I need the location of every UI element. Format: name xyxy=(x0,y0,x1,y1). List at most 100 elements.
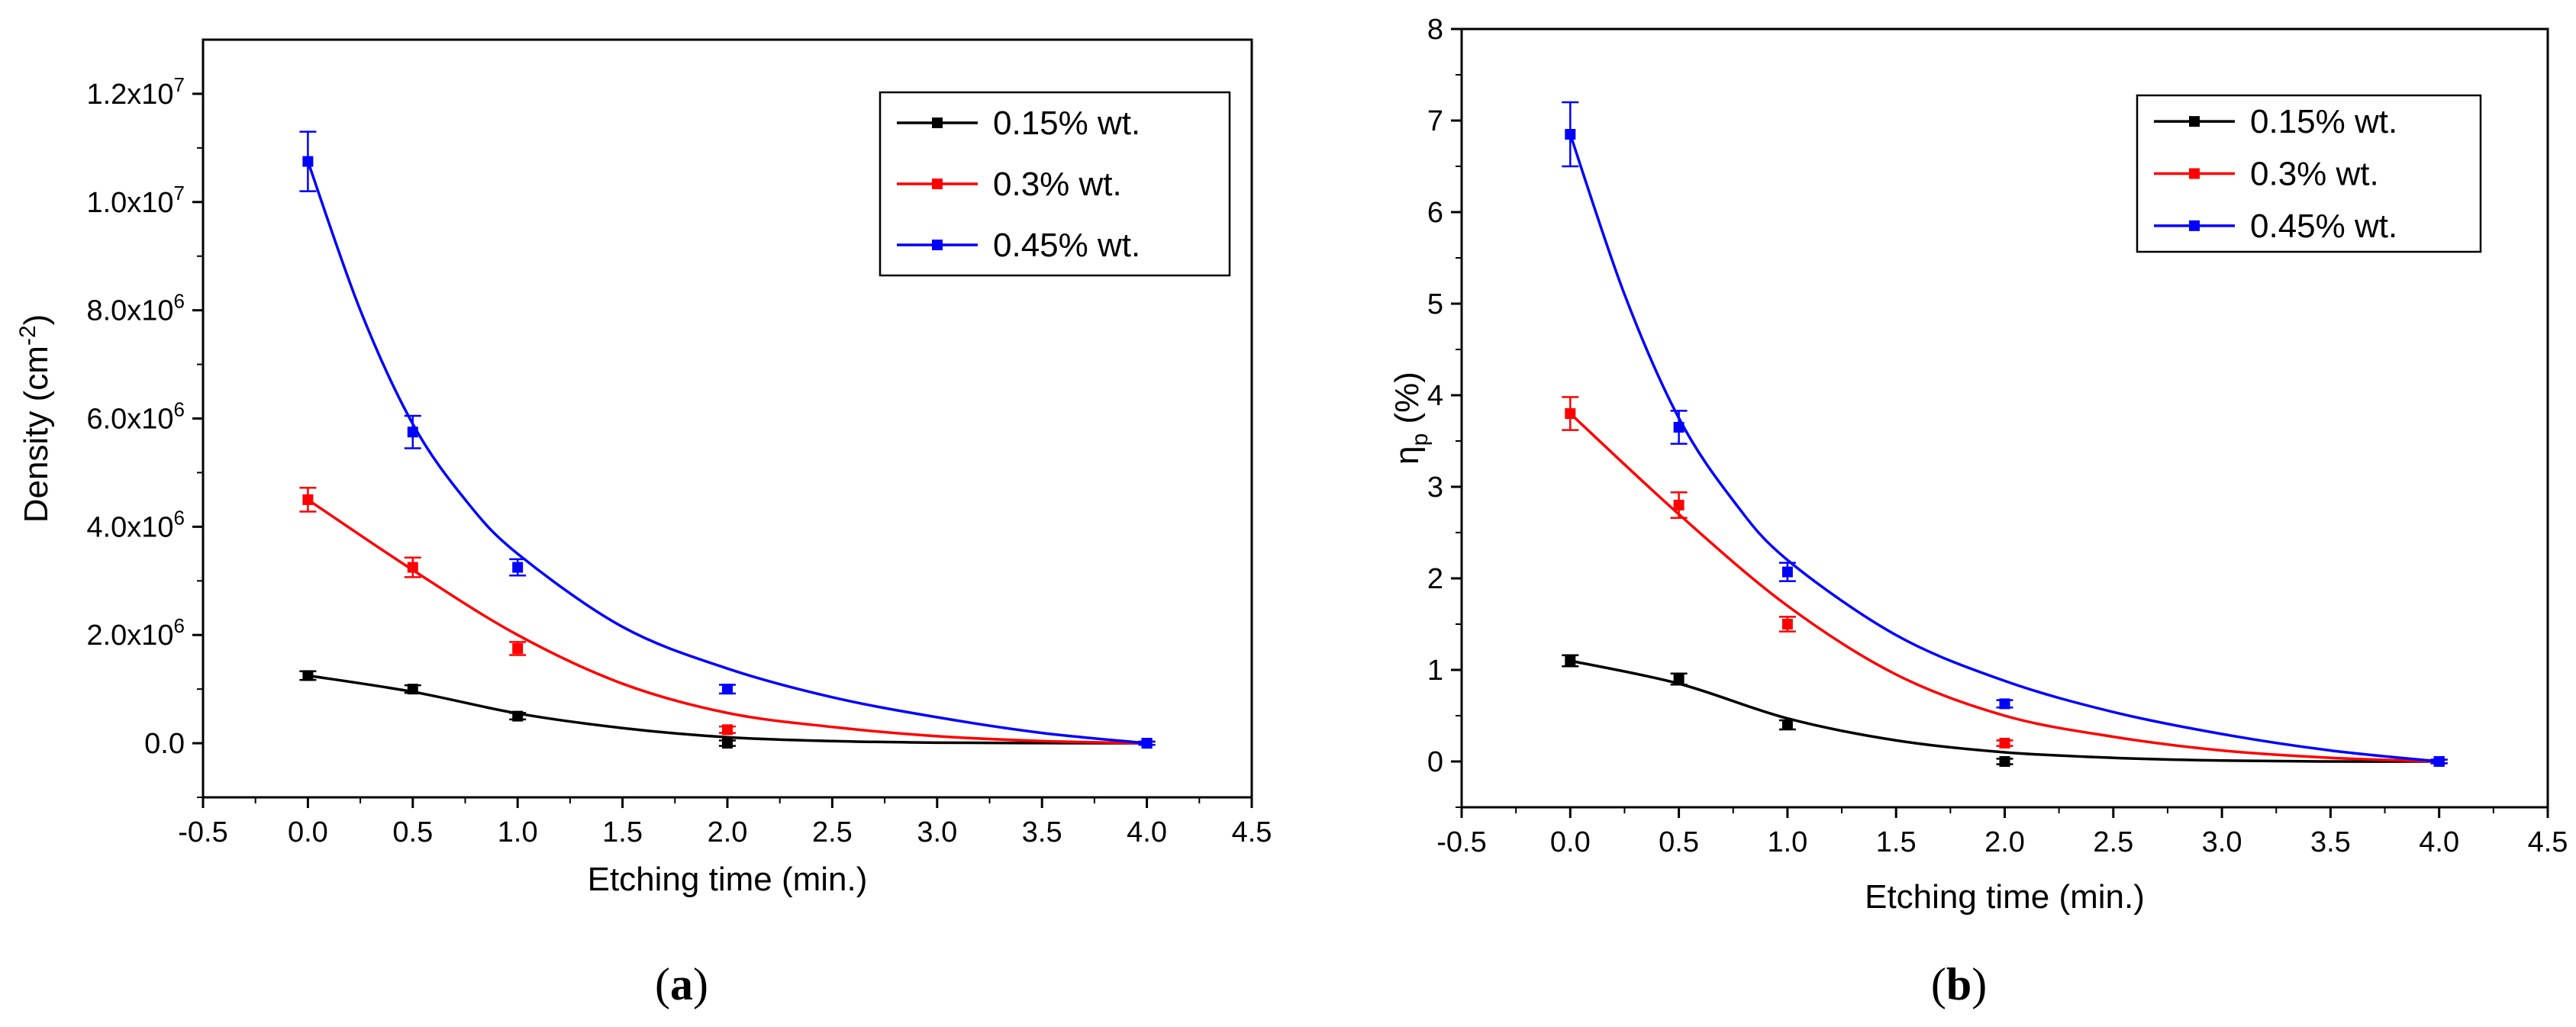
y-tick-label: 7 xyxy=(1427,105,1443,137)
y-tick-label: 3 xyxy=(1427,472,1443,504)
y-tick-label-base: 1.2x10 xyxy=(86,79,173,111)
data-point xyxy=(302,494,314,505)
legend-item: 0.15% wt. xyxy=(897,105,1140,142)
data-point xyxy=(1999,756,2010,767)
panel-label: (a) xyxy=(655,959,708,1009)
y-tick-label: 1 xyxy=(1427,655,1443,687)
x-tick-label: 2.0 xyxy=(708,816,748,848)
y-tick-label: 0.0 xyxy=(144,728,185,760)
legend-label: 0.3% wt. xyxy=(2250,156,2379,193)
series-1 xyxy=(1562,654,2448,767)
y-tick-label: 6 xyxy=(1427,197,1443,229)
y-tick-label-exponent: 7 xyxy=(174,182,185,204)
legend: 0.15% wt. 0.3% wt. 0.45% wt. xyxy=(2136,94,2482,253)
series-2 xyxy=(299,487,1156,749)
data-point xyxy=(1141,738,1153,749)
y-tick-label: 1.0x107 xyxy=(86,182,185,219)
data-point xyxy=(1781,720,1793,730)
y-tick-label: 8 xyxy=(1427,14,1443,46)
chart-panel-b: -0.5 0.0 0.5 1.0 1.5 2.0 2.5 3.0 3.5 4.0 4.5 0 1 2 3 4 5… xyxy=(1388,14,2568,1009)
x-tick-label: 3.5 xyxy=(1022,816,1062,848)
data-point xyxy=(1565,129,1576,140)
y-tick-label-exponent: 6 xyxy=(174,614,185,637)
y-tick-label: 6.0x106 xyxy=(86,398,185,436)
fit-curve xyxy=(1569,659,2439,763)
y-axis-title-superscript: -2 xyxy=(15,325,40,346)
y-tick-label-exponent: 7 xyxy=(174,73,185,96)
y-axis-title: ηp (%) xyxy=(1388,372,1433,465)
y-tick-label-base: 4 xyxy=(1427,380,1443,412)
legend-label: 0.15% wt. xyxy=(2250,103,2397,140)
x-tick-label: 4.0 xyxy=(1127,816,1167,848)
data-point xyxy=(407,684,418,695)
legend-marker xyxy=(932,118,943,128)
x-tick-label: -0.5 xyxy=(1436,826,1486,858)
y-axis-title-main: η xyxy=(1388,446,1426,464)
x-tick-label: 1.0 xyxy=(498,816,538,848)
series-2 xyxy=(1562,396,2448,767)
x-axis-title: Etching time (min.) xyxy=(1865,878,2145,916)
y-tick-label-base: 5 xyxy=(1427,288,1443,320)
data-point xyxy=(722,684,733,695)
x-tick-label: 2.5 xyxy=(2093,826,2133,858)
y-tick-label-base: 0.0 xyxy=(144,728,185,760)
x-tick-label: 0.0 xyxy=(1550,826,1591,858)
legend-marker xyxy=(2189,116,2200,127)
x-tick-label: 0.5 xyxy=(392,816,433,848)
data-point xyxy=(1673,422,1685,433)
y-axis-title-close: ) xyxy=(18,314,55,326)
legend-marker xyxy=(932,240,943,250)
y-tick-label-base: 2 xyxy=(1427,563,1443,595)
chart-panel-a: -0.5 0.0 0.5 1.0 1.5 2.0 2.5 3.0 3.5 4.0 4.5 0.0 2.0… xyxy=(15,38,1272,1009)
series-1 xyxy=(299,670,1156,749)
fit-curve xyxy=(308,674,1147,745)
x-tick-label: 4.5 xyxy=(2528,826,2568,858)
data-point xyxy=(512,562,524,573)
y-tick-label-base: 1.0x10 xyxy=(86,187,173,219)
legend: 0.15% wt. 0.3% wt. 0.45% wt. xyxy=(879,91,1231,277)
y-axis-title-main: Density (cm xyxy=(18,346,55,523)
fit-curve xyxy=(1568,134,2439,763)
x-tick-label: 1.5 xyxy=(602,816,643,848)
y-tick-label-base: 4.0x10 xyxy=(86,511,173,543)
legend-item: 0.45% wt. xyxy=(897,227,1140,264)
x-tick-label: 0.0 xyxy=(288,816,328,848)
y-tick-label-base: 0 xyxy=(1427,746,1443,778)
y-axis-title-subscript: p xyxy=(1407,433,1433,446)
panel-label-paren: ( xyxy=(1931,959,1946,1009)
fit-curve xyxy=(306,161,1147,745)
x-axis-title: Etching time (min.) xyxy=(588,861,868,898)
y-axis-title-close: (%) xyxy=(1388,372,1426,433)
data-point xyxy=(407,562,418,573)
legend-item: 0.45% wt. xyxy=(2154,208,2397,245)
y-tick-label-base: 6 xyxy=(1427,197,1443,229)
series-3 xyxy=(1562,101,2448,767)
legend-marker xyxy=(2189,220,2200,231)
data-point xyxy=(1565,655,1576,666)
data-point xyxy=(302,156,314,167)
legend-item: 0.15% wt. xyxy=(2154,103,2397,140)
data-point xyxy=(1999,698,2010,710)
x-tick-label: 4.5 xyxy=(1232,816,1272,848)
y-tick-label-base: 6.0x10 xyxy=(86,404,173,436)
x-tick-label: 3.0 xyxy=(917,816,957,848)
legend-marker xyxy=(2189,168,2200,179)
data-point xyxy=(302,670,314,681)
legend-label: 0.15% wt. xyxy=(993,105,1140,142)
series-3 xyxy=(299,130,1156,749)
y-tick-label-base: 1 xyxy=(1427,655,1443,687)
panel-label-letter: b xyxy=(1946,959,1971,1009)
data-point xyxy=(512,642,524,654)
panel-label-paren: ) xyxy=(1971,959,1987,1009)
data-point xyxy=(1673,500,1685,510)
data-point xyxy=(1673,674,1685,684)
data-point xyxy=(512,710,524,722)
y-tick-label-exponent: 6 xyxy=(174,506,185,529)
panel-label-letter: a xyxy=(670,959,693,1009)
legend-label: 0.45% wt. xyxy=(993,227,1140,264)
y-tick-label: 4 xyxy=(1427,380,1443,412)
data-point xyxy=(1999,738,2010,749)
y-tick-label-exponent: 6 xyxy=(174,398,185,421)
x-tick-label: -0.5 xyxy=(178,816,227,848)
